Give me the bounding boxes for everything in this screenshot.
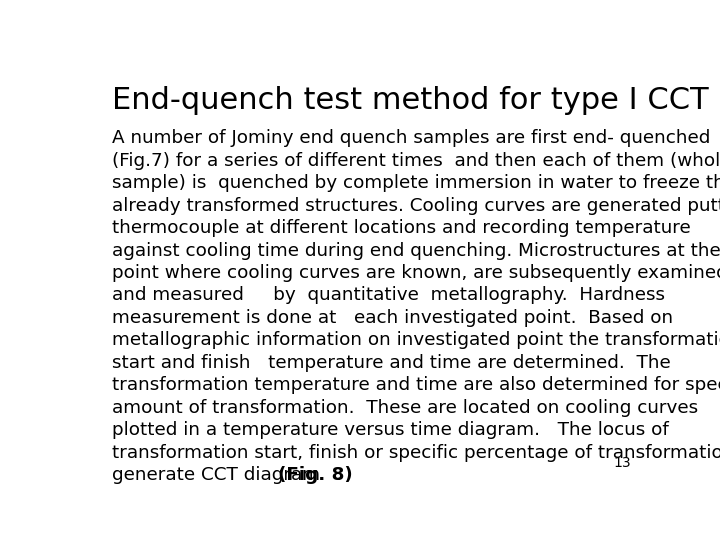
Text: point where cooling curves are known, are subsequently examined: point where cooling curves are known, ar… xyxy=(112,264,720,282)
Text: start and finish   temperature and time are determined.  The: start and finish temperature and time ar… xyxy=(112,354,671,372)
Text: plotted in a temperature versus time diagram.   The locus of: plotted in a temperature versus time dia… xyxy=(112,421,669,439)
Text: already transformed structures. Cooling curves are generated putting: already transformed structures. Cooling … xyxy=(112,197,720,214)
Text: amount of transformation.  These are located on cooling curves: amount of transformation. These are loca… xyxy=(112,399,698,417)
Text: thermocouple at different locations and recording temperature: thermocouple at different locations and … xyxy=(112,219,691,237)
Text: measurement is done at   each investigated point.  Based on: measurement is done at each investigated… xyxy=(112,309,673,327)
Text: .: . xyxy=(336,466,342,484)
Text: against cooling time during end quenching. Microstructures at the: against cooling time during end quenchin… xyxy=(112,241,720,260)
Text: sample) is  quenched by complete immersion in water to freeze the: sample) is quenched by complete immersio… xyxy=(112,174,720,192)
Text: A number of Jominy end quench samples are first end- quenched: A number of Jominy end quench samples ar… xyxy=(112,129,711,147)
Text: transformation start, finish or specific percentage of transformation: transformation start, finish or specific… xyxy=(112,443,720,462)
Text: and measured     by  quantitative  metallography.  Hardness: and measured by quantitative metallograp… xyxy=(112,286,665,305)
Text: End-quench test method for type I CCT diagram: End-quench test method for type I CCT di… xyxy=(112,85,720,114)
Text: transformation temperature and time are also determined for specific: transformation temperature and time are … xyxy=(112,376,720,394)
Text: metallographic information on investigated point the transformation: metallographic information on investigat… xyxy=(112,332,720,349)
Text: generate CCT diagram: generate CCT diagram xyxy=(112,466,326,484)
Text: 13: 13 xyxy=(613,456,631,470)
Text: (Fig.7) for a series of different times  and then each of them (whole: (Fig.7) for a series of different times … xyxy=(112,152,720,170)
Text: (Fig. 8): (Fig. 8) xyxy=(278,466,353,484)
